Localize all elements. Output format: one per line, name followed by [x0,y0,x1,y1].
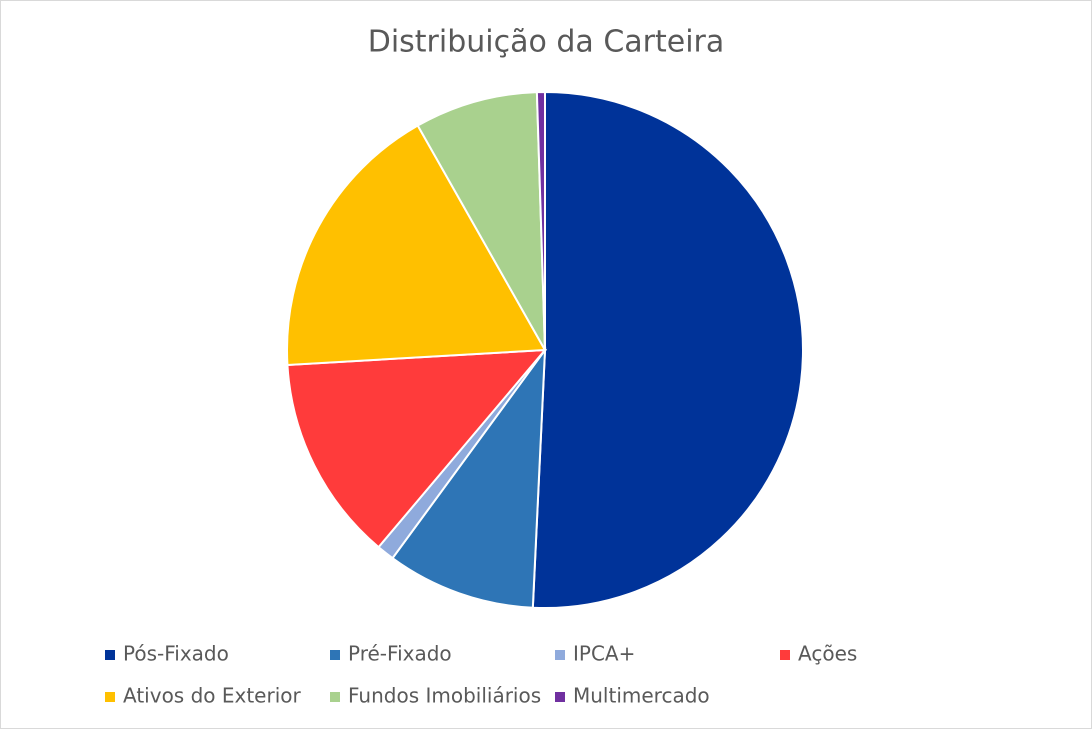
legend-label: Pré-Fixado [348,642,452,666]
chart-title: Distribuição da Carteira [368,25,725,60]
pie-slice [391,346,547,609]
legend-label: Ações [798,642,857,666]
legend-swatch [330,650,340,660]
legend-swatch [105,692,115,702]
pie-slice [286,348,548,549]
pie-slice [535,90,546,351]
legend-swatch [105,650,115,660]
pie-slice [531,90,804,609]
pie-slice [416,91,546,351]
legend-swatch [330,692,340,702]
legend-swatch [780,650,790,660]
pie-slice [286,124,547,367]
legend-swatch [555,692,565,702]
legend-label: Ativos do Exterior [123,684,302,708]
legend-label: Pós-Fixado [123,642,229,666]
legend-swatch [555,650,565,660]
legend-label: Fundos Imobiliários [348,684,541,708]
legend-label: Multimercado [573,684,710,708]
legend-label: IPCA+ [573,642,635,666]
